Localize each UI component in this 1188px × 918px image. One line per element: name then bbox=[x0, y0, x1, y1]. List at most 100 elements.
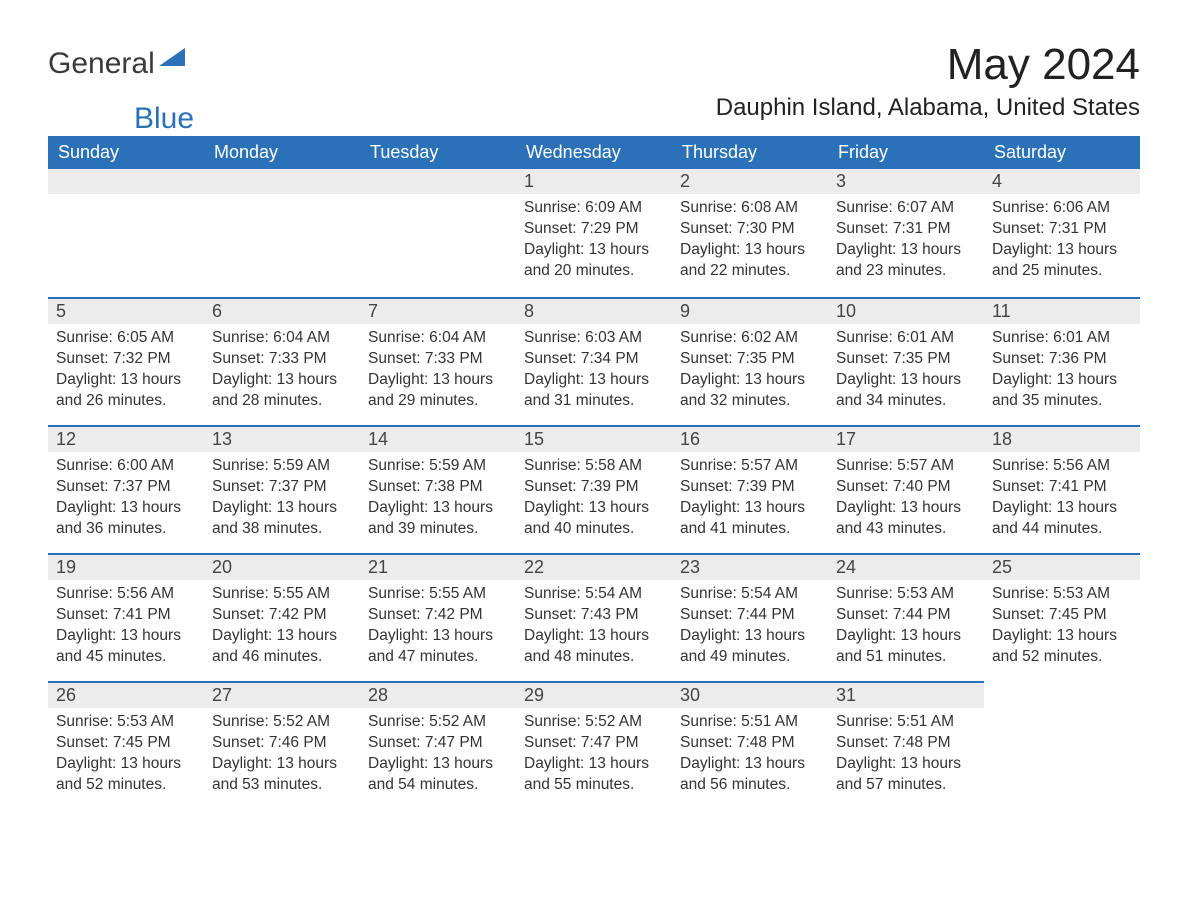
sunset-label: Sunset: bbox=[56, 478, 113, 495]
sunset-label: Sunset: bbox=[368, 478, 425, 495]
sunset-value: 7:41 PM bbox=[1049, 478, 1107, 495]
sunset-value: 7:37 PM bbox=[113, 478, 171, 495]
sunset-label: Sunset: bbox=[680, 220, 737, 237]
sunset-value: 7:33 PM bbox=[269, 350, 327, 367]
sunset-value: 7:35 PM bbox=[893, 350, 951, 367]
daylight-label: Daylight: bbox=[368, 755, 433, 772]
sunrise-value: 6:07 AM bbox=[897, 199, 954, 216]
sunset-label: Sunset: bbox=[992, 220, 1049, 237]
weekday-header: Wednesday bbox=[516, 136, 672, 169]
day-number: 27 bbox=[204, 681, 360, 708]
sunrise-value: 5:56 AM bbox=[117, 585, 174, 602]
brand-logo-part2: Blue bbox=[134, 102, 194, 136]
sunrise-label: Sunrise: bbox=[680, 457, 741, 474]
weekday-header: Saturday bbox=[984, 136, 1140, 169]
sunset-value: 7:48 PM bbox=[893, 734, 951, 751]
calendar-row: 1Sunrise: 6:09 AMSunset: 7:29 PMDaylight… bbox=[48, 169, 1140, 297]
day-number: 15 bbox=[516, 425, 672, 452]
sunrise-value: 5:59 AM bbox=[429, 457, 486, 474]
sunset-value: 7:42 PM bbox=[269, 606, 327, 623]
calendar-cell: 6Sunrise: 6:04 AMSunset: 7:33 PMDaylight… bbox=[204, 297, 360, 425]
sunset-label: Sunset: bbox=[836, 478, 893, 495]
day-details: Sunrise: 5:59 AMSunset: 7:37 PMDaylight:… bbox=[204, 452, 360, 550]
sunrise-label: Sunrise: bbox=[992, 585, 1053, 602]
sunrise-value: 5:53 AM bbox=[117, 713, 174, 730]
day-number: 26 bbox=[48, 681, 204, 708]
daylight-label: Daylight: bbox=[836, 755, 901, 772]
daylight-label: Daylight: bbox=[680, 241, 745, 258]
sunrise-value: 6:01 AM bbox=[1053, 329, 1110, 346]
weekday-header-row: SundayMondayTuesdayWednesdayThursdayFrid… bbox=[48, 136, 1140, 169]
day-details: Sunrise: 6:01 AMSunset: 7:36 PMDaylight:… bbox=[984, 324, 1140, 422]
calendar-cell: 1Sunrise: 6:09 AMSunset: 7:29 PMDaylight… bbox=[516, 169, 672, 297]
sunset-label: Sunset: bbox=[56, 734, 113, 751]
sunrise-value: 6:00 AM bbox=[117, 457, 174, 474]
calendar-cell: 15Sunrise: 5:58 AMSunset: 7:39 PMDayligh… bbox=[516, 425, 672, 553]
day-details: Sunrise: 5:51 AMSunset: 7:48 PMDaylight:… bbox=[828, 708, 984, 806]
day-number: 17 bbox=[828, 425, 984, 452]
day-details: Sunrise: 5:57 AMSunset: 7:40 PMDaylight:… bbox=[828, 452, 984, 550]
sunrise-value: 6:04 AM bbox=[429, 329, 486, 346]
daylight-label: Daylight: bbox=[368, 371, 433, 388]
sunset-label: Sunset: bbox=[368, 606, 425, 623]
sunrise-label: Sunrise: bbox=[524, 713, 585, 730]
sunset-label: Sunset: bbox=[680, 478, 737, 495]
sunset-label: Sunset: bbox=[836, 606, 893, 623]
day-number: 20 bbox=[204, 553, 360, 580]
day-details: Sunrise: 6:01 AMSunset: 7:35 PMDaylight:… bbox=[828, 324, 984, 422]
day-number: 24 bbox=[828, 553, 984, 580]
location-subtitle: Dauphin Island, Alabama, United States bbox=[716, 94, 1140, 122]
day-number: 29 bbox=[516, 681, 672, 708]
empty-daynum bbox=[48, 169, 204, 194]
sunset-label: Sunset: bbox=[680, 350, 737, 367]
calendar-cell: 16Sunrise: 5:57 AMSunset: 7:39 PMDayligh… bbox=[672, 425, 828, 553]
calendar-cell: 11Sunrise: 6:01 AMSunset: 7:36 PMDayligh… bbox=[984, 297, 1140, 425]
sunrise-value: 5:53 AM bbox=[897, 585, 954, 602]
empty-daynum bbox=[204, 169, 360, 194]
weekday-header: Tuesday bbox=[360, 136, 516, 169]
sunset-value: 7:31 PM bbox=[893, 220, 951, 237]
daylight-label: Daylight: bbox=[680, 371, 745, 388]
sunset-value: 7:47 PM bbox=[581, 734, 639, 751]
sunset-value: 7:39 PM bbox=[737, 478, 795, 495]
daylight-label: Daylight: bbox=[212, 627, 277, 644]
day-details: Sunrise: 6:04 AMSunset: 7:33 PMDaylight:… bbox=[360, 324, 516, 422]
sunset-value: 7:47 PM bbox=[425, 734, 483, 751]
sunrise-label: Sunrise: bbox=[56, 713, 117, 730]
calendar-cell: 21Sunrise: 5:55 AMSunset: 7:42 PMDayligh… bbox=[360, 553, 516, 681]
sunset-value: 7:46 PM bbox=[269, 734, 327, 751]
calendar-body: 1Sunrise: 6:09 AMSunset: 7:29 PMDaylight… bbox=[48, 169, 1140, 809]
day-details: Sunrise: 5:51 AMSunset: 7:48 PMDaylight:… bbox=[672, 708, 828, 806]
day-details: Sunrise: 6:08 AMSunset: 7:30 PMDaylight:… bbox=[672, 194, 828, 292]
sunrise-value: 5:52 AM bbox=[585, 713, 642, 730]
sunrise-label: Sunrise: bbox=[56, 457, 117, 474]
calendar-row: 19Sunrise: 5:56 AMSunset: 7:41 PMDayligh… bbox=[48, 553, 1140, 681]
sunrise-label: Sunrise: bbox=[836, 329, 897, 346]
sunset-label: Sunset: bbox=[992, 478, 1049, 495]
day-number: 3 bbox=[828, 169, 984, 194]
day-details: Sunrise: 5:53 AMSunset: 7:45 PMDaylight:… bbox=[984, 580, 1140, 678]
calendar-row: 12Sunrise: 6:00 AMSunset: 7:37 PMDayligh… bbox=[48, 425, 1140, 553]
sunset-value: 7:35 PM bbox=[737, 350, 795, 367]
day-details: Sunrise: 6:03 AMSunset: 7:34 PMDaylight:… bbox=[516, 324, 672, 422]
sunrise-label: Sunrise: bbox=[56, 585, 117, 602]
sunrise-value: 6:09 AM bbox=[585, 199, 642, 216]
sunrise-label: Sunrise: bbox=[212, 457, 273, 474]
calendar-cell: 12Sunrise: 6:00 AMSunset: 7:37 PMDayligh… bbox=[48, 425, 204, 553]
calendar-cell bbox=[360, 169, 516, 297]
daylight-label: Daylight: bbox=[212, 499, 277, 516]
day-details: Sunrise: 5:53 AMSunset: 7:44 PMDaylight:… bbox=[828, 580, 984, 678]
sunrise-value: 5:57 AM bbox=[897, 457, 954, 474]
sunrise-label: Sunrise: bbox=[680, 199, 741, 216]
sunrise-value: 5:56 AM bbox=[1053, 457, 1110, 474]
day-number: 31 bbox=[828, 681, 984, 708]
daylight-label: Daylight: bbox=[56, 755, 121, 772]
day-details: Sunrise: 5:55 AMSunset: 7:42 PMDaylight:… bbox=[204, 580, 360, 678]
sunrise-value: 5:51 AM bbox=[897, 713, 954, 730]
sunrise-value: 5:52 AM bbox=[429, 713, 486, 730]
sunset-label: Sunset: bbox=[368, 350, 425, 367]
calendar-cell: 8Sunrise: 6:03 AMSunset: 7:34 PMDaylight… bbox=[516, 297, 672, 425]
day-number: 4 bbox=[984, 169, 1140, 194]
calendar-cell: 9Sunrise: 6:02 AMSunset: 7:35 PMDaylight… bbox=[672, 297, 828, 425]
daylight-label: Daylight: bbox=[212, 371, 277, 388]
